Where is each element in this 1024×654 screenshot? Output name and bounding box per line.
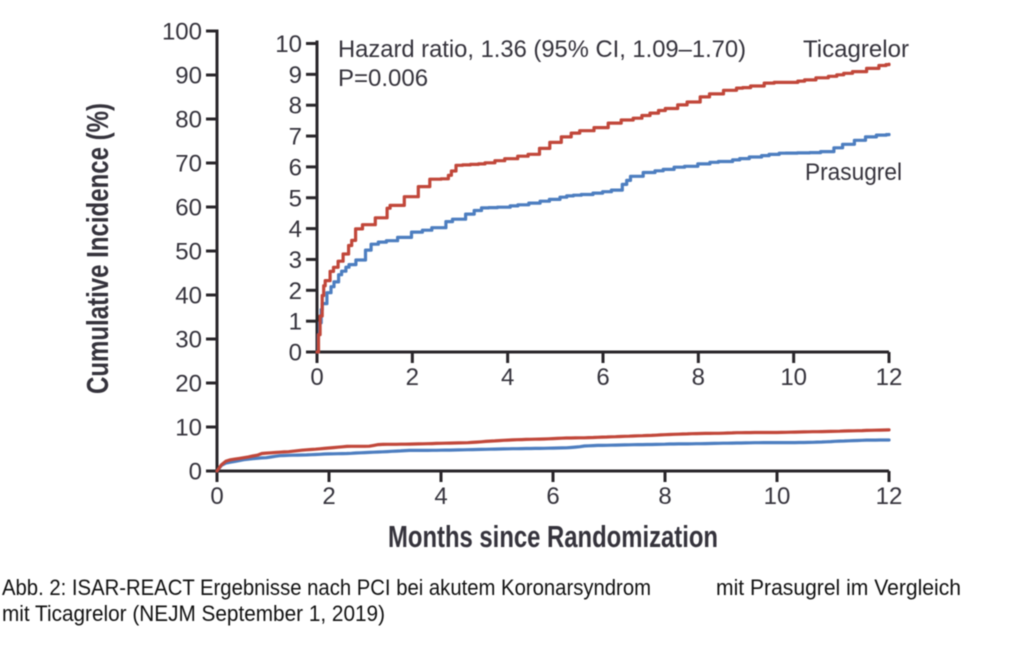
svg-text:2: 2 [322,483,335,510]
svg-text:12: 12 [876,483,903,510]
svg-text:12: 12 [876,364,903,391]
svg-text:50: 50 [175,239,202,266]
svg-text:7: 7 [289,124,302,151]
svg-text:100: 100 [162,19,202,46]
svg-text:10: 10 [764,483,791,510]
svg-text:6: 6 [546,483,559,510]
svg-text:4: 4 [434,483,447,510]
svg-text:10: 10 [275,31,302,58]
svg-text:mit Prasugrel im Vergleich: mit Prasugrel im Vergleich [716,575,961,600]
svg-text:Ticagrelor: Ticagrelor [803,36,909,63]
svg-text:0: 0 [310,364,323,391]
svg-text:30: 30 [175,327,202,354]
svg-text:0: 0 [189,459,202,486]
svg-text:Cumulative Incidence (%): Cumulative Incidence (%) [80,103,115,394]
svg-text:4: 4 [289,216,302,243]
svg-text:60: 60 [175,195,202,222]
svg-text:8: 8 [692,364,705,391]
svg-text:90: 90 [175,63,202,90]
svg-text:1: 1 [289,309,302,336]
svg-text:10: 10 [780,364,807,391]
svg-text:Prasugrel: Prasugrel [805,159,902,186]
svg-text:0: 0 [210,483,223,510]
svg-text:20: 20 [175,371,202,398]
svg-text:3: 3 [289,247,302,274]
svg-text:mit Ticagrelor (NEJM September: mit Ticagrelor (NEJM September 1, 2019) [2,601,385,626]
svg-text:Abb. 2: ISAR-REACT Ergebnisse: Abb. 2: ISAR-REACT Ergebnisse nach PCI b… [2,575,651,600]
svg-text:Months since Randomization: Months since Randomization [388,519,718,554]
svg-text:10: 10 [175,415,202,442]
svg-text:4: 4 [501,364,514,391]
svg-text:6: 6 [596,364,609,391]
svg-text:5: 5 [289,185,302,212]
svg-text:6: 6 [289,154,302,181]
svg-text:P=0.006: P=0.006 [338,65,428,92]
svg-text:80: 80 [175,107,202,134]
svg-text:9: 9 [289,62,302,89]
svg-text:40: 40 [175,283,202,310]
svg-text:Hazard ratio, 1.36 (95% CI, 1.: Hazard ratio, 1.36 (95% CI, 1.09–1.70) [338,36,746,63]
svg-text:2: 2 [406,364,419,391]
svg-text:2: 2 [289,278,302,305]
svg-text:70: 70 [175,151,202,178]
svg-text:0: 0 [289,340,302,367]
svg-text:8: 8 [658,483,671,510]
svg-text:8: 8 [289,93,302,120]
